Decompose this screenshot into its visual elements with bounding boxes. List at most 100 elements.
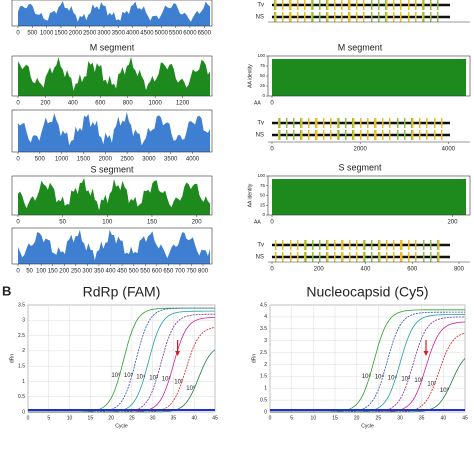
x-tick-label: 0: [269, 415, 272, 421]
variant-bar: [404, 118, 406, 128]
variant-bar: [371, 252, 373, 262]
variant-bar: [341, 0, 343, 10]
variant-bar: [334, 240, 336, 250]
panel-frame: [11, 109, 213, 153]
variant-bar: [430, 12, 432, 22]
variant-bar: [378, 12, 380, 22]
variant-bar: [290, 252, 292, 262]
variant-bar: [282, 252, 284, 262]
variant-bar: [426, 130, 428, 140]
variant-bar: [430, 240, 432, 250]
y-tick-label: 50: [260, 193, 266, 198]
variant-bar: [360, 118, 362, 128]
variant-bar: [415, 240, 417, 250]
x-tick-label: 6000: [183, 31, 197, 37]
y-tick-label: 1.5: [260, 374, 267, 380]
x-tick-label: 2000: [69, 31, 83, 37]
variant-bar: [353, 118, 355, 128]
dilution-label: 10²: [162, 376, 171, 382]
x-tick-label: 3000: [97, 31, 111, 37]
x-tick-label: 3500: [112, 31, 126, 37]
y-tick-label: 1.5: [18, 363, 25, 369]
variant-bar: [367, 118, 369, 128]
y-axis-label: AA identity: [247, 183, 253, 207]
variant-bar: [297, 240, 299, 250]
y-tick-label: 0: [22, 409, 25, 415]
panel-frame: [11, 175, 213, 216]
x-tick-label: 500: [35, 157, 46, 163]
x-tick-label: 35: [171, 415, 177, 421]
x-tick-label: 40: [441, 415, 447, 421]
variant-bar: [423, 240, 425, 250]
amplification-curve: [270, 358, 466, 413]
profile-area: [18, 177, 210, 215]
x-tick-label: 0: [270, 101, 274, 107]
x-tick-label: 100: [102, 220, 113, 226]
x-tick-label: 45: [212, 415, 218, 421]
amplification-curve: [28, 349, 216, 413]
chart-title: RdRp (FAM): [83, 284, 161, 300]
variant-bar: [342, 252, 344, 262]
variant-bar: [297, 0, 299, 10]
x-tick-label: 150: [147, 220, 158, 226]
variant-bar: [315, 130, 317, 140]
variant-bar: [363, 0, 365, 10]
identity-area: [272, 179, 466, 215]
dilution-label: 10³: [401, 376, 410, 382]
variant-bar: [437, 0, 439, 10]
x-axis-label: Cycle: [361, 423, 374, 429]
chart-title: Nucleocapsid (Cy5): [306, 284, 428, 300]
variant-bar: [364, 252, 366, 262]
variant-bar: [289, 12, 291, 22]
variant-bar: [319, 12, 321, 22]
variant-bar: [393, 240, 395, 250]
arrow-head: [423, 351, 429, 356]
variant-bar: [349, 0, 351, 10]
y-tick-label: 2: [264, 362, 267, 368]
variant-bar: [300, 130, 302, 140]
dilution-label: 10³: [149, 375, 158, 381]
x-tick-label: 15: [332, 415, 338, 421]
variant-bar: [297, 252, 299, 262]
variant-bar: [371, 12, 373, 22]
variant-bar: [305, 252, 307, 262]
variant-bar: [278, 130, 280, 140]
x-tick-label: 600: [407, 267, 418, 273]
variant-bar: [349, 252, 351, 262]
dilution-label: 10¹: [427, 381, 436, 387]
variant-bar: [326, 252, 328, 262]
variant-bar: [375, 130, 377, 140]
row-label: Tv: [257, 121, 264, 127]
x-tick-label: 50: [59, 220, 66, 226]
variant-bar: [385, 0, 387, 10]
x-tick-label: 2000: [99, 157, 113, 163]
variant-bar: [275, 12, 277, 22]
y-tick-label: 1: [22, 379, 25, 385]
x-tick-label: 300: [82, 269, 93, 275]
variant-bar: [412, 130, 414, 140]
variant-bar: [386, 240, 388, 250]
x-tick-label: 350: [94, 269, 105, 275]
x-tick-label: 3000: [142, 157, 156, 163]
x-tick-label: 5: [47, 415, 50, 421]
y-tick-label: 1: [264, 386, 267, 392]
variant-bar: [437, 12, 439, 22]
variant-bar: [352, 118, 354, 128]
variant-bar: [323, 130, 325, 140]
y-tick-label: 0.5: [260, 397, 267, 403]
variant-bar: [356, 240, 358, 250]
panel-frame: [11, 227, 213, 265]
variant-bar: [319, 252, 321, 262]
variant-bar: [438, 240, 440, 250]
x-tick-label: 250: [71, 269, 82, 275]
x-tick-label: 200: [59, 269, 70, 275]
variant-bar: [326, 12, 328, 22]
variant-bar: [422, 0, 424, 10]
variant-bar: [415, 0, 417, 10]
x-tick-label: 0: [270, 267, 274, 273]
variant-bar: [349, 12, 351, 22]
variant-bar: [352, 130, 354, 140]
variant-bar: [386, 0, 388, 10]
variant-bar: [360, 130, 362, 140]
variant-bar: [304, 0, 306, 10]
